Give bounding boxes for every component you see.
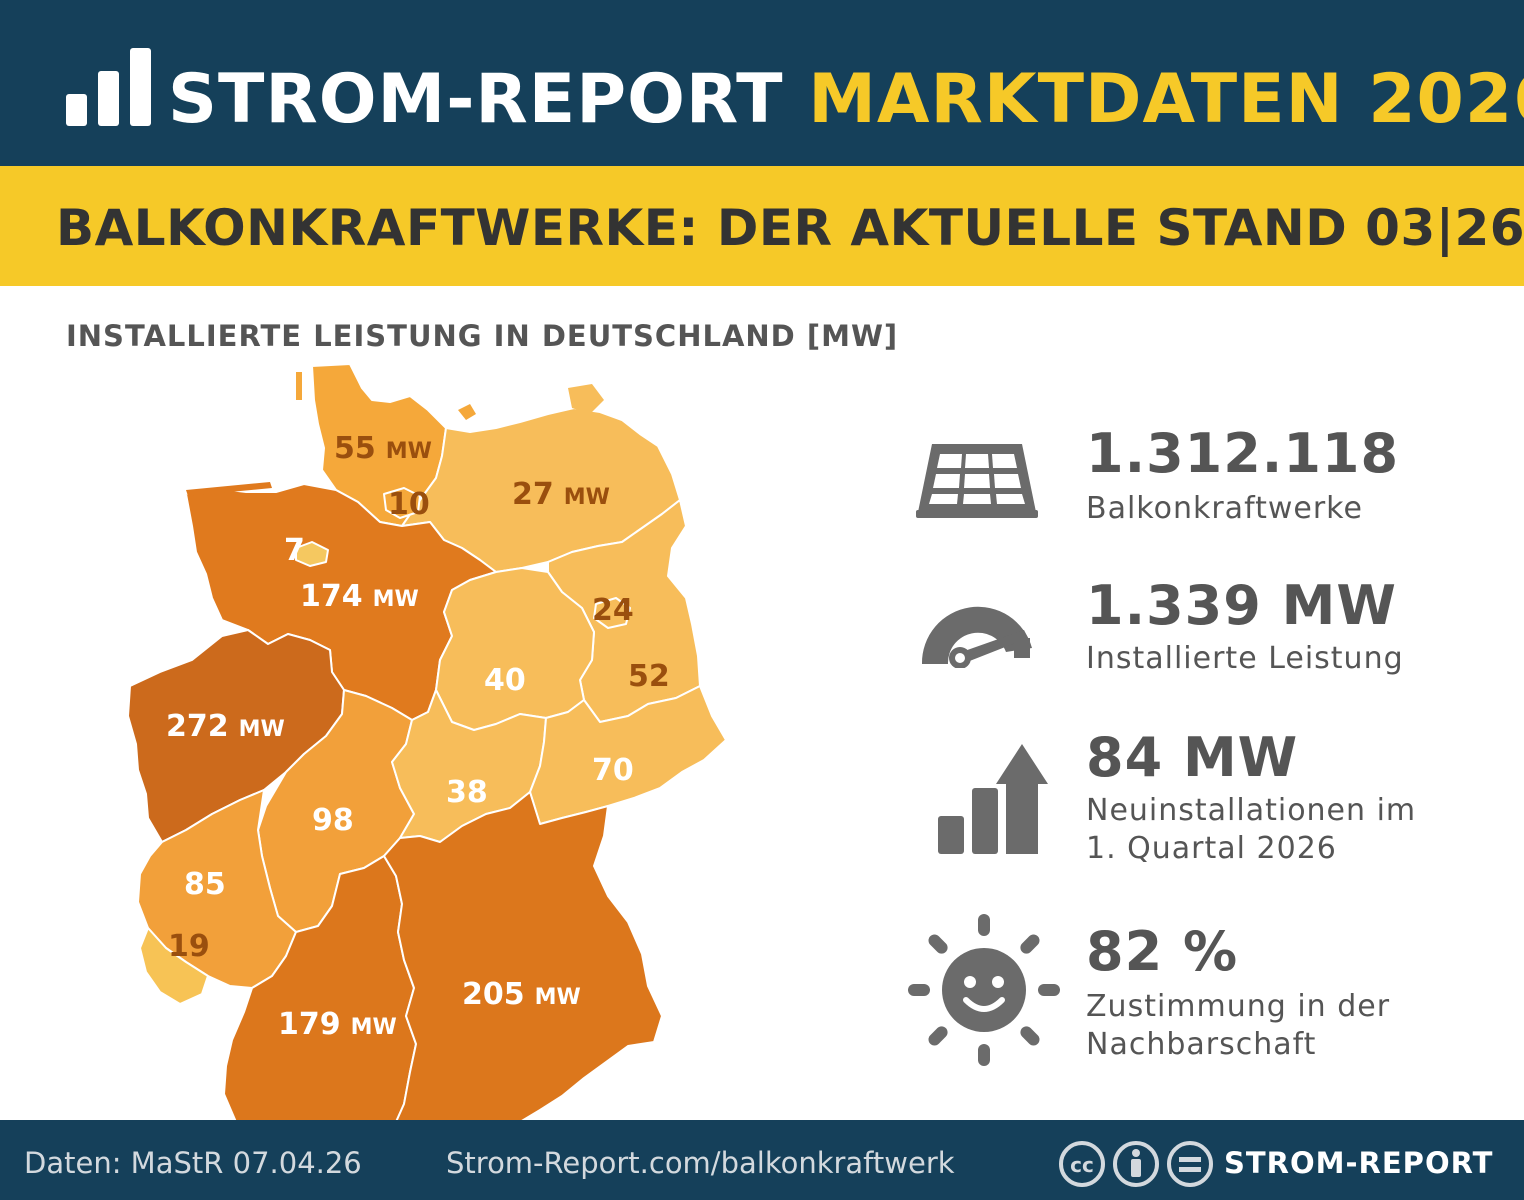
stat-count-label: Balkonkraftwerke (1086, 491, 1363, 526)
region-label-thueringen: 38 (446, 775, 488, 810)
stat-approval-label-line1: Zustimmung in der (1086, 989, 1391, 1024)
unit-bayern: MW (535, 985, 581, 1010)
gauge-icon (921, 606, 1032, 668)
region-bremen (295, 541, 329, 567)
growth-chart-icon (938, 744, 1048, 854)
region-label-hamburg: 10 (388, 487, 430, 522)
region-label-saarland: 19 (168, 929, 210, 964)
region-bayern (383, 791, 663, 1123)
stat-new-label-line1: Neuinstallationen im (1086, 793, 1417, 828)
island-sylt (296, 372, 302, 400)
region-label-niedersachsen: 174 MW (300, 579, 419, 614)
brand-title: STROM-REPORT MARKTDATEN 2026 (168, 60, 1524, 140)
stat-approval-value: 82 % (1086, 920, 1239, 983)
region-label-hessen: 98 (312, 803, 354, 838)
value-nordrhein-westfalen: 272 (166, 709, 229, 744)
region-label-bayern: 205 MW (462, 977, 581, 1012)
stat-new-label-line2: 1. Quartal 2026 (1086, 831, 1337, 866)
region-label-rheinland-pfalz: 85 (184, 867, 226, 902)
brand-subject: MARKTDATEN 2026 (808, 60, 1524, 139)
stat-capacity-label: Installierte Leistung (1086, 641, 1404, 676)
stat-count-value: 1.312.118 (1086, 422, 1400, 485)
region-label-baden-wuerttemberg: 179 MW (278, 1007, 397, 1042)
stat-approval-label-line2: Nachbarschaft (1086, 1027, 1317, 1062)
footer-brand: STROM-REPORT (1224, 1146, 1494, 1180)
unit-baden-wuerttemberg: MW (351, 1015, 397, 1040)
region-label-brandenburg: 24 (592, 593, 634, 628)
region-label-nordrhein-westfalen: 272 MW (166, 709, 285, 744)
stat-capacity-value: 1.339 MW (1086, 574, 1397, 637)
unit-mecklenburg-vorpommern: MW (564, 485, 610, 510)
data-source: Daten: MaStR 07.04.26 (24, 1146, 362, 1180)
value-niedersachsen: 174 (300, 579, 363, 614)
region-label-berlin: 52 (628, 659, 670, 694)
region-label-sachsen: 70 (592, 753, 634, 788)
island-fehmarn (458, 404, 476, 420)
footer-bar (0, 1120, 1524, 1200)
unit-niedersachsen: MW (373, 587, 419, 612)
unit-schleswig-holstein: MW (386, 439, 432, 464)
subtitle-bar (0, 166, 1524, 286)
no-derivatives-icon (1167, 1141, 1213, 1187)
source-link[interactable]: Strom-Report.com/balkonkraftwerk (446, 1146, 955, 1180)
region-label-bremen: 7 (284, 533, 305, 568)
license-icons[interactable]: cc (1058, 1140, 1214, 1188)
page-title: BALKONKRAFTWERKE: DER AKTUELLE STAND 03|… (56, 199, 1524, 257)
region-saarland (139, 927, 209, 1005)
island-ruegen (568, 384, 604, 414)
header-bar: STROM-REPORT MARKTDATEN 2026 (0, 0, 1524, 166)
value-baden-wuerttemberg: 179 (278, 1007, 341, 1042)
bar-chart-logo-icon (66, 48, 152, 126)
region-label-mecklenburg-vorpommern: 27 MW (512, 477, 610, 512)
brand-name: STROM-REPORT (168, 60, 784, 139)
value-bayern: 205 (462, 977, 525, 1012)
attribution-icon (1113, 1141, 1159, 1187)
region-berlin (593, 597, 631, 629)
island-frisian (186, 482, 272, 496)
map-heading: INSTALLIERTE LEISTUNG IN DEUTSCHLAND [MW… (66, 319, 899, 353)
region-label-schleswig-holstein: 55 MW (334, 431, 432, 466)
svg-text:cc: cc (1070, 1153, 1094, 1177)
region-label-sachsen-anhalt: 40 (484, 663, 526, 698)
unit-nordrhein-westfalen: MW (239, 717, 285, 742)
value-mecklenburg-vorpommern: 27 (512, 477, 554, 512)
region-hamburg (383, 487, 421, 519)
cc-icon: cc (1059, 1141, 1105, 1187)
value-schleswig-holstein: 55 (334, 431, 376, 466)
smiling-sun-icon (908, 914, 1060, 1066)
solar-panel-icon (916, 444, 1038, 518)
stat-new-value: 84 MW (1086, 726, 1299, 789)
